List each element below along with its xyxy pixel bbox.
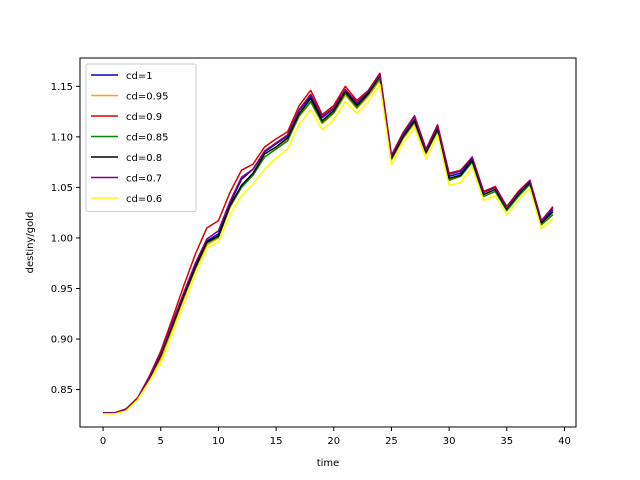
y-tick-label: 1.15 <box>51 82 73 93</box>
plot-frame <box>79 57 577 428</box>
y-axis-ticks: 0.85 0.90 0.95 1.00 1.05 1.10 1.15 <box>51 82 80 396</box>
y-tick-label: 1.05 <box>51 183 73 194</box>
y-tick-label: 1.10 <box>51 132 73 143</box>
y-tick-label: 0.90 <box>51 335 73 346</box>
legend-label-3: cd=0.85 <box>126 133 169 144</box>
legend-label-4: cd=0.8 <box>126 153 162 164</box>
series-line-4 <box>103 74 554 414</box>
legend-box <box>85 63 197 212</box>
legend: cd=1 cd=0.95 cd=0.9 cd=0.85 cd=0.8 cd=0.7 cd=0… <box>85 63 197 212</box>
x-tick-label: 0 <box>100 436 106 447</box>
x-tick-label: 5 <box>158 436 164 447</box>
x-tick-label: 15 <box>270 436 283 447</box>
x-axis-label: time <box>317 458 340 469</box>
x-tick-label: 35 <box>500 436 513 447</box>
legend-label-5: cd=0.7 <box>126 174 162 185</box>
x-axis-ticks: 0 5 10 15 20 25 30 35 40 <box>100 427 571 447</box>
legend-label-6: cd=0.6 <box>126 194 162 205</box>
legend-label-2: cd=0.9 <box>126 112 162 123</box>
x-tick-label: 10 <box>212 436 225 447</box>
series-line-6 <box>103 83 554 415</box>
series-line-5 <box>103 73 554 414</box>
x-tick-label: 30 <box>443 436 456 447</box>
y-tick-label: 0.95 <box>51 284 73 295</box>
x-tick-label: 20 <box>327 436 340 447</box>
x-tick-label: 25 <box>385 436 398 447</box>
y-axis-label: destiny/gold <box>25 212 36 274</box>
legend-label-0: cd=1 <box>126 71 153 82</box>
x-tick-label: 40 <box>558 436 571 447</box>
legend-label-1: cd=0.95 <box>126 92 169 103</box>
series-lines <box>103 72 554 415</box>
y-tick-label: 1.00 <box>51 233 73 244</box>
y-tick-label: 0.85 <box>51 385 73 396</box>
